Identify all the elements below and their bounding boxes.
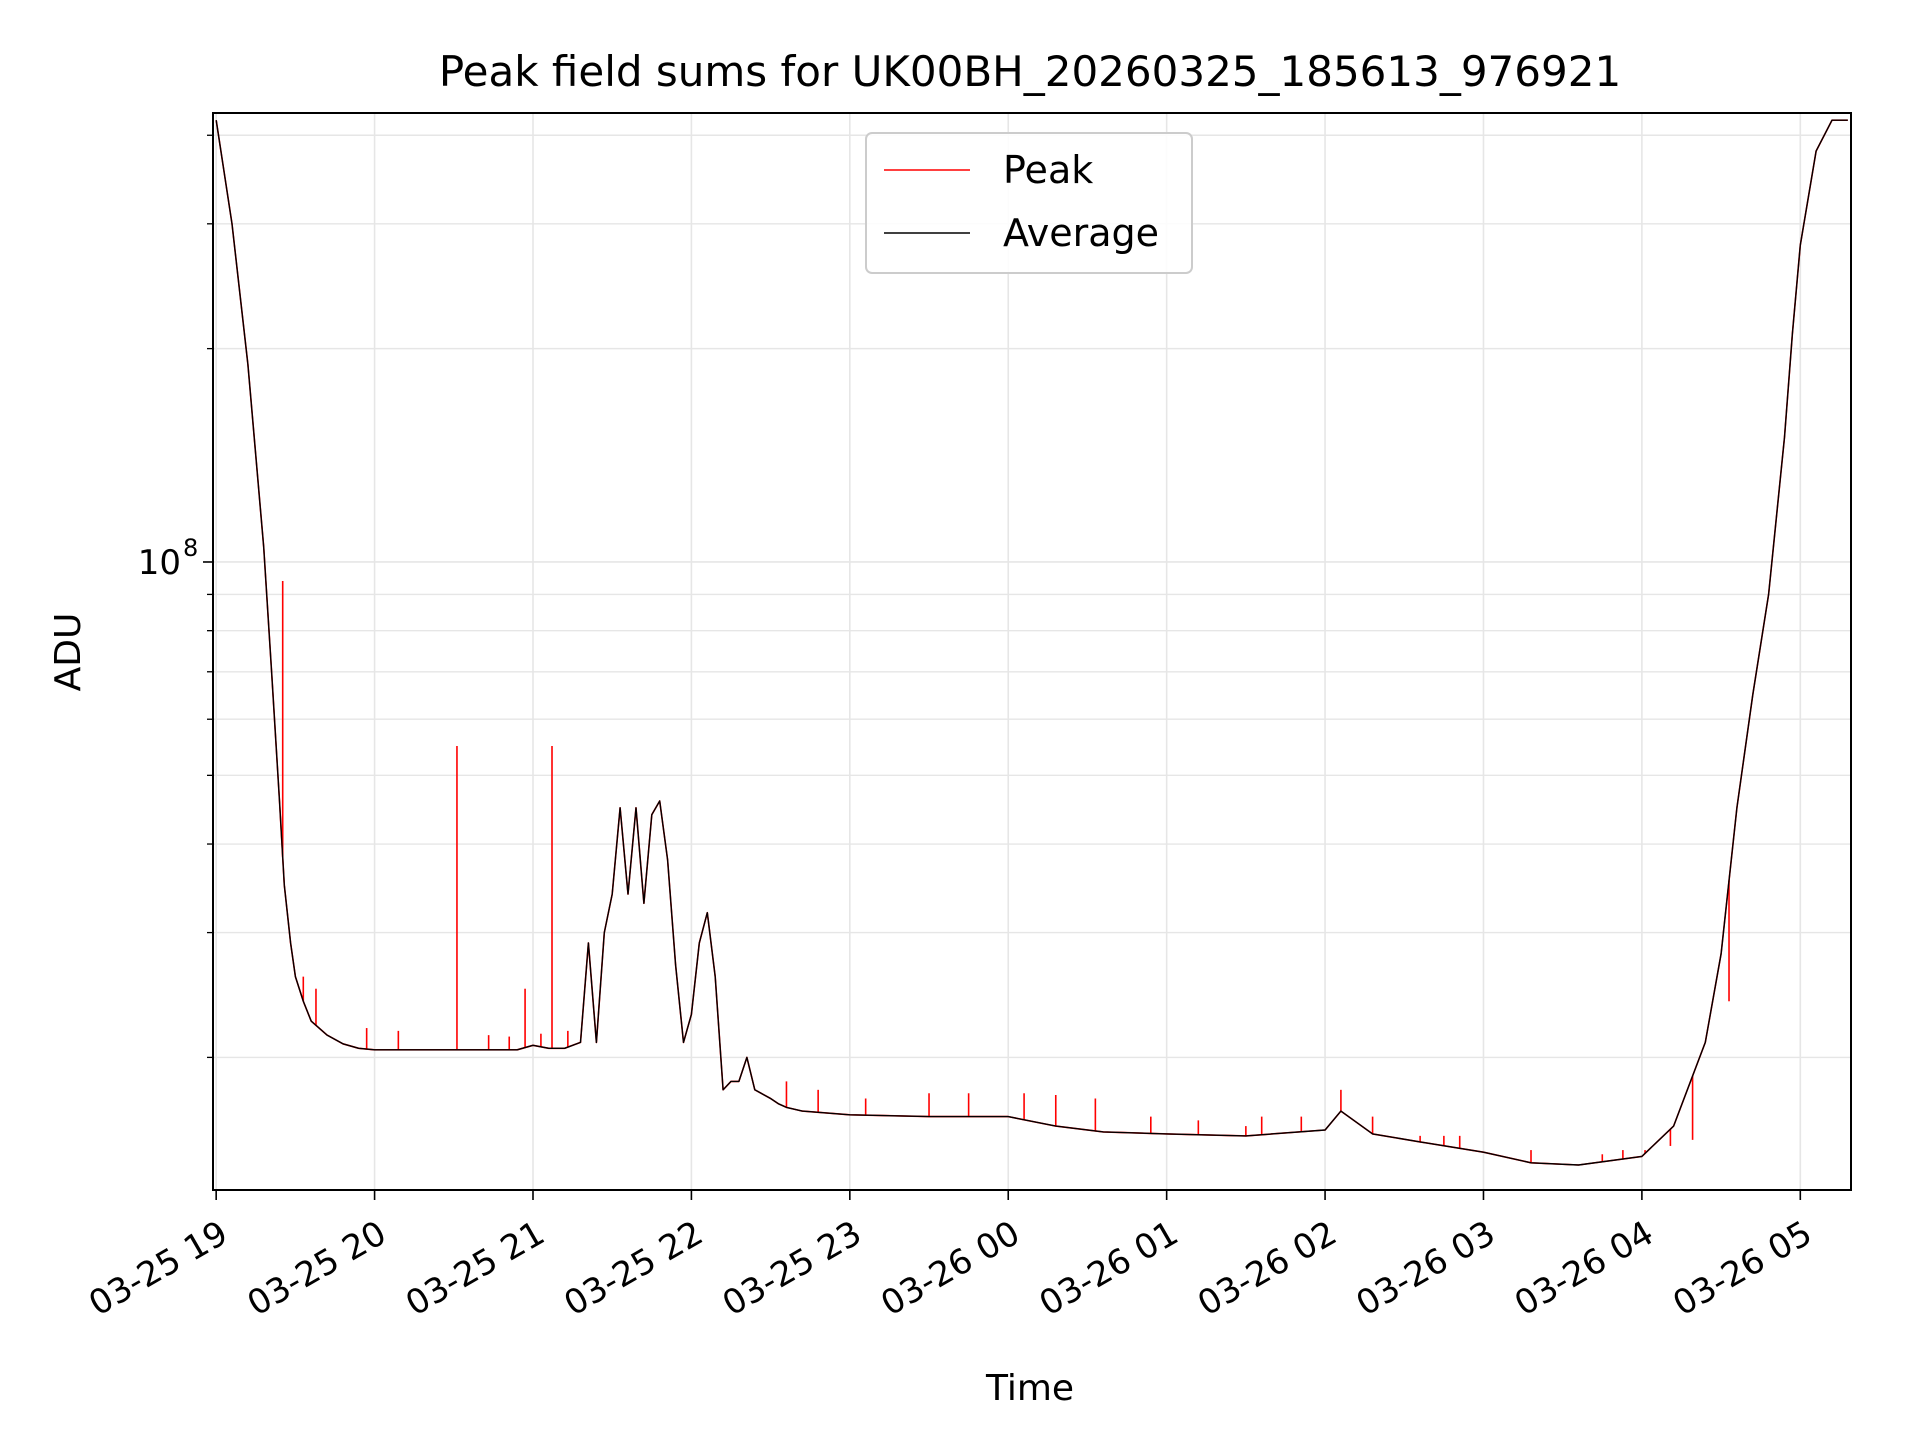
- legend-average-label: Average: [1003, 211, 1159, 255]
- y-axis-label: ADU: [48, 613, 89, 692]
- x-axis-label: Time: [985, 1368, 1074, 1409]
- y-tick-exponent: 8: [183, 534, 198, 562]
- legend-box: [865, 132, 1193, 274]
- average-series-line: [215, 119, 1848, 1166]
- legend-peak-label: Peak: [1003, 148, 1093, 192]
- legend: Peak Average: [865, 132, 1193, 274]
- chart-title: Peak field sums for UK00BH_20260325_1856…: [439, 47, 1621, 96]
- plot-area: [215, 119, 1848, 1166]
- axes-frame: [212, 112, 1852, 1191]
- y-tick-label: 10: [138, 543, 181, 583]
